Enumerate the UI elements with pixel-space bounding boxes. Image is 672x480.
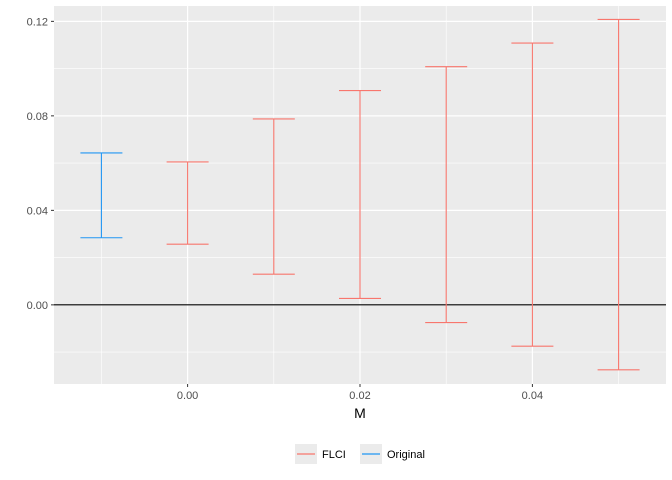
legend: FLCI Original [295, 444, 425, 464]
error-bar-flci [425, 66, 468, 324]
x-tick-label: 0.04 [522, 390, 543, 402]
legend-item-original: Original [360, 444, 425, 464]
error-bar-flci [511, 42, 554, 347]
error-bar-original [80, 152, 123, 239]
error-bar-flci [252, 118, 295, 275]
y-tick-label: 0.08 [27, 111, 48, 123]
x-tick-label: 0.00 [177, 390, 198, 402]
y-tick-label: 0.12 [27, 16, 48, 28]
legend-label: FLCI [322, 449, 346, 461]
error-bar-flci [597, 18, 640, 371]
x-tick-label: 0.02 [349, 390, 370, 402]
x-axis: 0.00 0.02 0.04 [177, 384, 543, 402]
error-bar-flci [339, 90, 381, 300]
y-axis: 0.00 0.04 0.08 0.12 [27, 16, 54, 312]
x-axis-title: M [354, 405, 366, 421]
legend-label: Original [387, 449, 425, 461]
y-tick-label: 0.04 [27, 205, 48, 217]
legend-item-flci: FLCI [295, 444, 346, 464]
error-bar-flci [166, 161, 209, 245]
error-bars [80, 18, 640, 371]
y-tick-label: 0.00 [27, 300, 48, 312]
